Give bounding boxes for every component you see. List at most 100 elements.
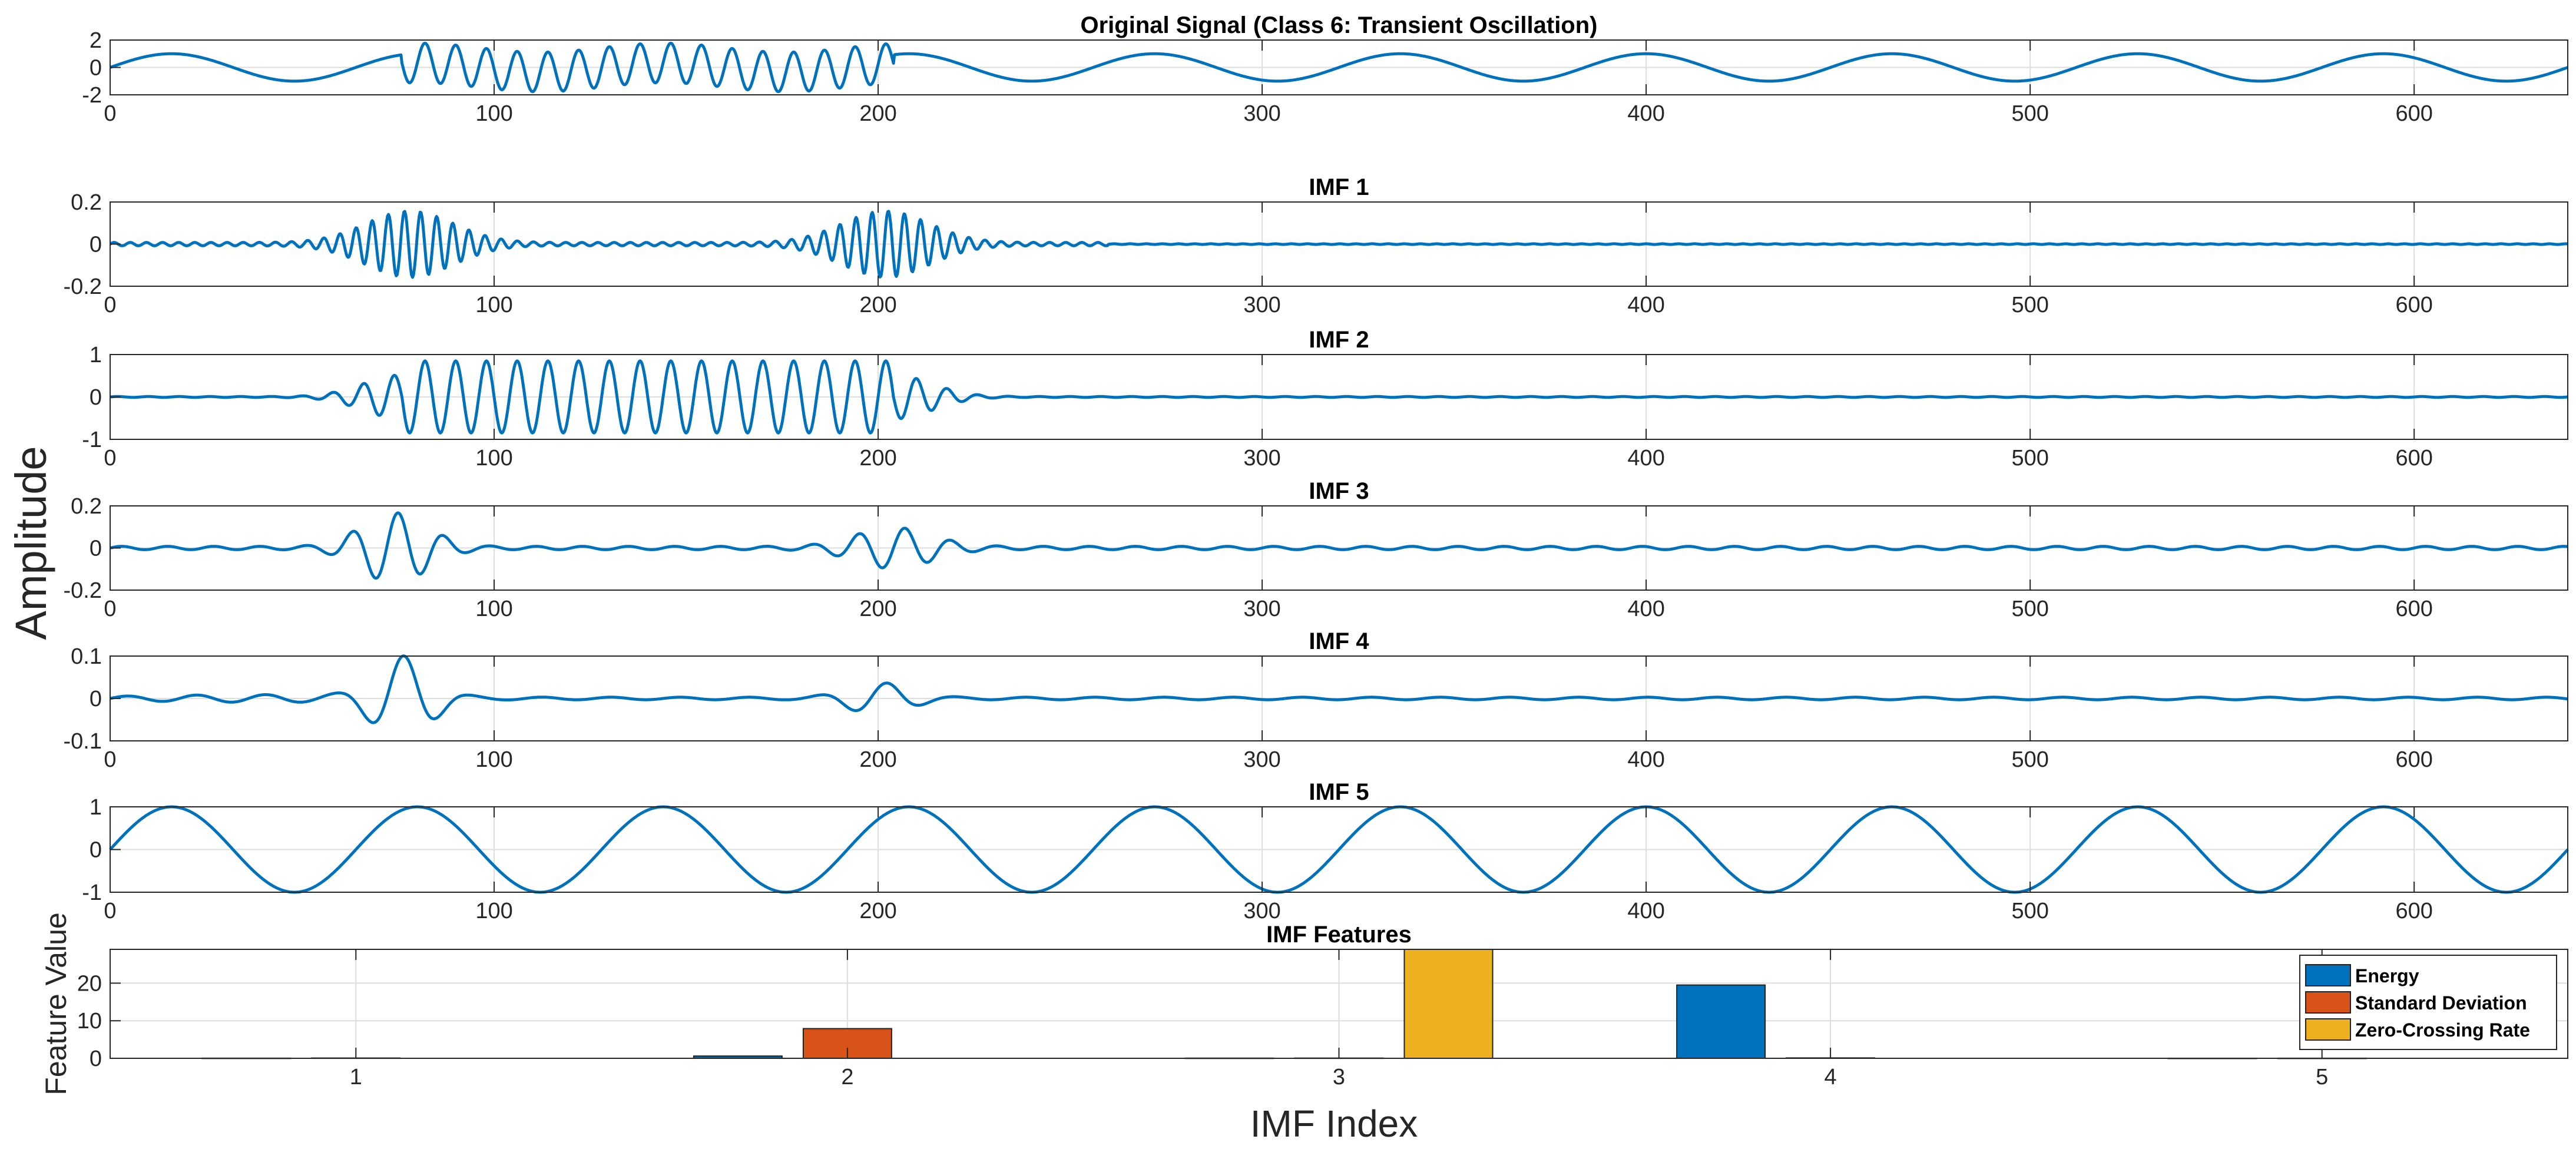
x-tick-label: 400 (1627, 597, 1664, 621)
subplot-7: 1 2 3 4 5 0 10 20 IMF Features Feature Value Energ… (39, 912, 2568, 1095)
y-tick-label: 0 (90, 1047, 102, 1071)
legend-label: Standard Deviation (2355, 992, 2527, 1014)
series-line (110, 41, 2568, 94)
x-tick-label: 100 (475, 597, 512, 621)
x-tick-label: 500 (2011, 101, 2048, 126)
x-tick-label: 200 (859, 101, 896, 126)
x-tick-label: 400 (1627, 446, 1664, 471)
x-tick-label: 600 (2395, 597, 2432, 621)
x-tick-label: 300 (1243, 899, 1280, 923)
x-tick-label: 0 (104, 899, 116, 923)
x-tick-label: 300 (1243, 446, 1280, 471)
y-tick-label: 0 (90, 385, 102, 410)
x-tick-label: 300 (1243, 747, 1280, 772)
x-tick-label: 300 (1243, 597, 1280, 621)
y-tick-label: 0 (90, 537, 102, 561)
legend: Energy Standard Deviation Zero-Crossing Ra… (2299, 955, 2557, 1050)
x-tick-label: 300 (1243, 101, 1280, 126)
series-line (110, 511, 2568, 580)
y-tick-label: -1 (82, 428, 102, 452)
y-tick-label: 10 (77, 1009, 102, 1034)
x-tick-label: 200 (859, 293, 896, 317)
x-tick-label: 400 (1627, 747, 1664, 772)
subplot-title: IMF 5 (1309, 779, 1369, 805)
y-tick-label: 0.2 (71, 494, 102, 519)
subplot-title: IMF 2 (1309, 327, 1369, 353)
x-tick-label: 500 (2011, 899, 2048, 923)
x-tick-label: 200 (859, 446, 896, 471)
x-tick-label: 600 (2395, 747, 2432, 772)
subplot-1: 0 100 200 300 400 500 600 -20 2 Original Signal (… (82, 12, 2568, 126)
y-tick-label: 0.2 (71, 190, 102, 215)
legend-label: Zero-Crossing Rate (2355, 1019, 2530, 1041)
x-tick-label: 100 (475, 747, 512, 772)
y-tick-label: -0.2 (64, 274, 102, 299)
x-tick-label: 100 (475, 899, 512, 923)
legend-swatch (2305, 1018, 2351, 1041)
x-tick-label: 100 (475, 293, 512, 317)
x-tick-label: 100 (475, 446, 512, 471)
y-tick-label: -0.1 (64, 729, 102, 754)
x-tick-label: 4 (1825, 1065, 1837, 1090)
x-tick-label: 1 (350, 1065, 362, 1090)
series-line (109, 210, 2568, 279)
y-tick-label: 1 (90, 795, 102, 820)
y-tick-label: 0 (90, 687, 102, 711)
x-tick-label: 0 (104, 747, 116, 772)
y-axis-label: Feature Value (39, 912, 72, 1095)
subplot-title: IMF Features (1266, 922, 1412, 948)
legend-swatch (2305, 964, 2351, 986)
x-tick-label: 400 (1627, 899, 1664, 923)
x-tick-label: 0 (104, 293, 116, 317)
y-tick-label: -2 (82, 83, 102, 108)
series-line (110, 654, 2568, 724)
x-tick-label: 5 (2316, 1065, 2328, 1090)
x-tick-label: 200 (859, 899, 896, 923)
x-tick-label: 600 (2395, 101, 2432, 126)
y-tick-label: 2 (90, 28, 102, 53)
y-tick-label: -1 (82, 880, 102, 905)
subplot-title: Original Signal (Class 6: Transient Osci… (1081, 12, 1598, 38)
x-tick-label: 3 (1333, 1065, 1345, 1090)
y-tick-label: 0 (90, 838, 102, 863)
subplot-title: IMF 4 (1309, 628, 1369, 654)
x-tick-label: 500 (2011, 747, 2048, 772)
x-tick-label: 600 (2395, 899, 2432, 923)
legend-swatch (2305, 991, 2351, 1014)
series-line (110, 359, 2568, 435)
figure-ylabel: Amplitude (6, 446, 55, 640)
y-tick-label: 0 (90, 56, 102, 81)
legend-label: Energy (2355, 965, 2419, 986)
x-tick-label: 500 (2011, 293, 2048, 317)
subplot-title: IMF 3 (1309, 478, 1369, 504)
x-tick-label: 300 (1243, 293, 1280, 317)
x-tick-label: 100 (475, 101, 512, 126)
y-tick-label: 0.1 (71, 644, 102, 669)
figure-xlabel: IMF Index (1250, 1102, 1418, 1145)
y-tick-label: 1 (90, 343, 102, 367)
x-tick-label: 500 (2011, 446, 2048, 471)
y-tick-label: 0 (90, 233, 102, 257)
x-tick-label: 400 (1627, 101, 1664, 126)
x-tick-label: 0 (104, 101, 116, 126)
subplot-title: IMF 1 (1309, 174, 1369, 200)
x-tick-label: 200 (859, 747, 896, 772)
x-tick-label: 400 (1627, 293, 1664, 317)
y-tick-label: 20 (77, 971, 102, 996)
x-tick-label: 0 (104, 597, 116, 621)
x-tick-label: 2 (841, 1065, 853, 1090)
x-tick-label: 0 (104, 446, 116, 471)
x-tick-label: 200 (859, 597, 896, 621)
bar-zero-crossing-rate (1403, 949, 1494, 1059)
bar-energy (1676, 984, 1766, 1059)
y-tick-label: -0.2 (64, 578, 102, 603)
x-tick-label: 600 (2395, 293, 2432, 317)
series-line (109, 805, 2569, 894)
